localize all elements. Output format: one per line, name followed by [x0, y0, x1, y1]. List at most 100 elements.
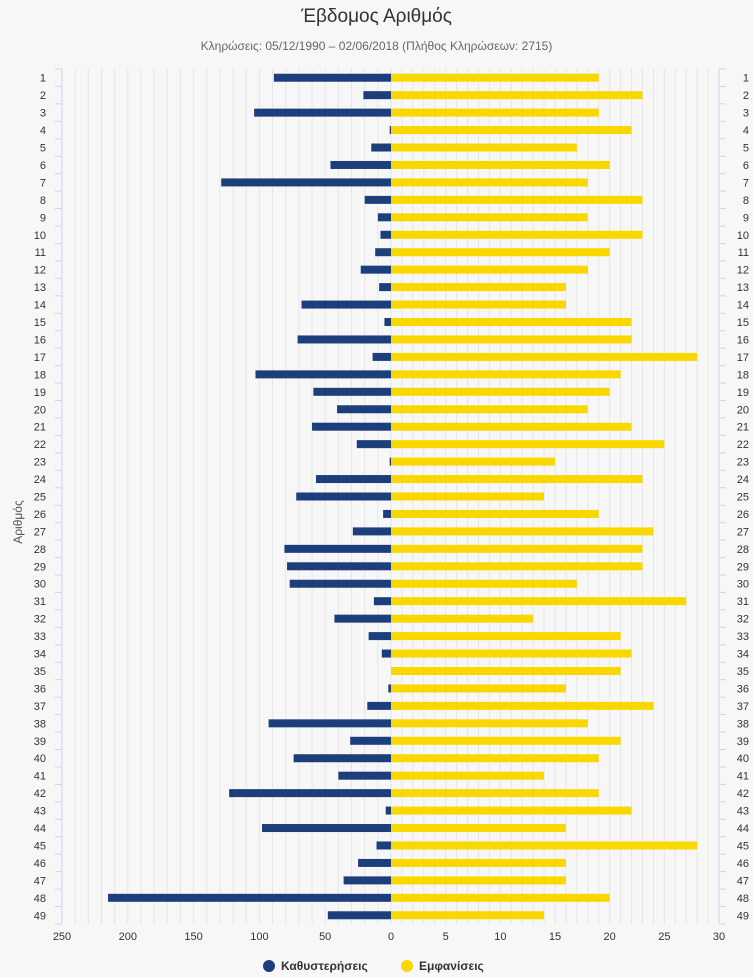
- bar-delays-14[interactable]: [301, 300, 391, 309]
- bar-appearances-29[interactable]: [391, 562, 643, 571]
- bar-appearances-36[interactable]: [391, 684, 566, 693]
- bar-delays-26[interactable]: [383, 509, 391, 518]
- bar-appearances-11[interactable]: [391, 248, 610, 257]
- bar-appearances-46[interactable]: [391, 858, 566, 867]
- bar-delays-36[interactable]: [388, 684, 391, 693]
- bar-appearances-41[interactable]: [391, 771, 545, 780]
- bar-delays-19[interactable]: [313, 387, 391, 396]
- bar-delays-1[interactable]: [273, 73, 391, 82]
- legend-item-appearances[interactable]: Εμφανίσεις: [401, 959, 484, 973]
- bar-delays-49[interactable]: [327, 911, 391, 920]
- bar-appearances-10[interactable]: [391, 230, 643, 239]
- bar-appearances-26[interactable]: [391, 509, 599, 518]
- bar-delays-39[interactable]: [350, 736, 391, 745]
- bar-delays-45[interactable]: [376, 841, 391, 850]
- bar-delays-7[interactable]: [221, 178, 391, 187]
- bar-delays-37[interactable]: [367, 701, 391, 710]
- bar-delays-3[interactable]: [254, 108, 391, 117]
- bar-appearances-20[interactable]: [391, 405, 588, 414]
- bar-appearances-14[interactable]: [391, 300, 566, 309]
- bar-appearances-6[interactable]: [391, 160, 610, 169]
- bar-appearances-30[interactable]: [391, 579, 577, 588]
- bar-delays-40[interactable]: [293, 754, 391, 763]
- bar-appearances-8[interactable]: [391, 195, 643, 204]
- bar-delays-6[interactable]: [330, 160, 391, 169]
- bar-appearances-49[interactable]: [391, 911, 545, 920]
- bar-appearances-12[interactable]: [391, 265, 588, 274]
- bar-delays-33[interactable]: [368, 632, 391, 641]
- bar-delays-13[interactable]: [379, 283, 391, 292]
- bar-appearances-31[interactable]: [391, 597, 687, 606]
- bar-delays-24[interactable]: [315, 475, 391, 484]
- legend-item-delays[interactable]: Καθυστερήσεις: [263, 959, 368, 973]
- bar-appearances-48[interactable]: [391, 893, 610, 902]
- bar-delays-27[interactable]: [352, 527, 391, 536]
- bar-appearances-19[interactable]: [391, 387, 610, 396]
- bar-appearances-13[interactable]: [391, 283, 566, 292]
- bar-delays-31[interactable]: [373, 597, 391, 606]
- bar-appearances-25[interactable]: [391, 492, 545, 501]
- bar-appearances-33[interactable]: [391, 632, 621, 641]
- bar-delays-15[interactable]: [384, 318, 391, 327]
- bar-delays-32[interactable]: [334, 614, 391, 623]
- bar-delays-41[interactable]: [338, 771, 391, 780]
- bar-delays-48[interactable]: [108, 893, 391, 902]
- bar-appearances-21[interactable]: [391, 422, 632, 431]
- bar-appearances-9[interactable]: [391, 213, 588, 222]
- bar-delays-5[interactable]: [371, 143, 391, 152]
- bar-delays-20[interactable]: [337, 405, 391, 414]
- bar-appearances-37[interactable]: [391, 701, 654, 710]
- bar-delays-12[interactable]: [360, 265, 391, 274]
- bar-appearances-7[interactable]: [391, 178, 588, 187]
- bar-appearances-5[interactable]: [391, 143, 577, 152]
- bar-delays-21[interactable]: [312, 422, 391, 431]
- bar-appearances-22[interactable]: [391, 440, 665, 449]
- bar-delays-43[interactable]: [385, 806, 391, 815]
- bar-delays-18[interactable]: [255, 370, 391, 379]
- bar-delays-28[interactable]: [284, 544, 391, 553]
- bar-delays-47[interactable]: [343, 876, 391, 885]
- bar-appearances-1[interactable]: [391, 73, 599, 82]
- bar-delays-8[interactable]: [364, 195, 391, 204]
- bar-appearances-27[interactable]: [391, 527, 654, 536]
- bar-delays-16[interactable]: [297, 335, 391, 344]
- bar-delays-2[interactable]: [363, 91, 391, 100]
- bar-delays-9[interactable]: [377, 213, 391, 222]
- bar-appearances-45[interactable]: [391, 841, 698, 850]
- bar-delays-4[interactable]: [389, 126, 391, 135]
- bar-appearances-44[interactable]: [391, 824, 566, 833]
- bar-delays-11[interactable]: [375, 248, 391, 257]
- bar-appearances-16[interactable]: [391, 335, 632, 344]
- bar-delays-44[interactable]: [262, 824, 391, 833]
- bar-appearances-17[interactable]: [391, 352, 698, 361]
- bar-delays-46[interactable]: [358, 858, 391, 867]
- bar-appearances-43[interactable]: [391, 806, 632, 815]
- bar-appearances-18[interactable]: [391, 370, 621, 379]
- bar-delays-38[interactable]: [268, 719, 391, 728]
- bar-appearances-39[interactable]: [391, 736, 621, 745]
- bar-delays-22[interactable]: [356, 440, 391, 449]
- bar-delays-34[interactable]: [381, 649, 391, 658]
- bar-delays-10[interactable]: [380, 230, 391, 239]
- bar-appearances-24[interactable]: [391, 475, 643, 484]
- bar-appearances-34[interactable]: [391, 649, 632, 658]
- bar-appearances-23[interactable]: [391, 457, 555, 466]
- bar-delays-25[interactable]: [296, 492, 391, 501]
- bar-delays-17[interactable]: [372, 352, 391, 361]
- bar-appearances-3[interactable]: [391, 108, 599, 117]
- bar-delays-30[interactable]: [289, 579, 391, 588]
- bar-appearances-38[interactable]: [391, 719, 588, 728]
- bar-delays-42[interactable]: [229, 789, 391, 798]
- category-label-right: 16: [737, 334, 749, 346]
- bar-delays-23[interactable]: [389, 457, 391, 466]
- bar-appearances-4[interactable]: [391, 126, 632, 135]
- bar-appearances-35[interactable]: [391, 666, 621, 675]
- bar-appearances-2[interactable]: [391, 91, 643, 100]
- bar-appearances-42[interactable]: [391, 789, 599, 798]
- bar-appearances-40[interactable]: [391, 754, 599, 763]
- bar-appearances-32[interactable]: [391, 614, 534, 623]
- bar-delays-29[interactable]: [287, 562, 391, 571]
- bar-appearances-15[interactable]: [391, 318, 632, 327]
- bar-appearances-28[interactable]: [391, 544, 643, 553]
- bar-appearances-47[interactable]: [391, 876, 566, 885]
